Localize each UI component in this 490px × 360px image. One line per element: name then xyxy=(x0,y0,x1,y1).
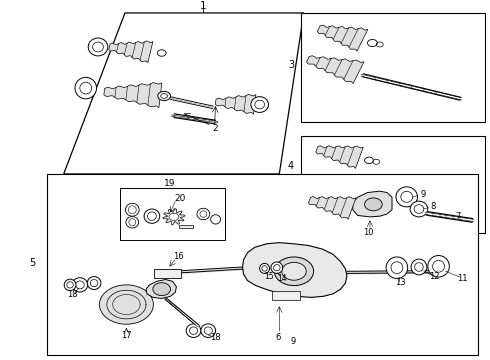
Text: 5: 5 xyxy=(29,258,35,269)
Text: 18: 18 xyxy=(210,333,221,342)
Text: 14: 14 xyxy=(277,274,287,283)
Ellipse shape xyxy=(90,279,98,287)
Text: 10: 10 xyxy=(363,229,374,238)
Ellipse shape xyxy=(129,219,136,226)
Polygon shape xyxy=(146,279,176,298)
Bar xyxy=(272,291,300,300)
Ellipse shape xyxy=(200,211,207,217)
Polygon shape xyxy=(243,243,347,297)
Ellipse shape xyxy=(87,276,101,289)
Ellipse shape xyxy=(410,201,428,217)
Polygon shape xyxy=(318,25,368,51)
Text: 12: 12 xyxy=(429,272,440,281)
Ellipse shape xyxy=(201,324,216,337)
Ellipse shape xyxy=(88,38,108,56)
Circle shape xyxy=(161,94,168,99)
Text: 6: 6 xyxy=(275,333,280,342)
Ellipse shape xyxy=(190,327,197,334)
Circle shape xyxy=(365,198,382,211)
Ellipse shape xyxy=(428,256,449,277)
Polygon shape xyxy=(316,146,363,168)
Ellipse shape xyxy=(147,212,156,220)
Text: 1: 1 xyxy=(200,1,207,11)
Ellipse shape xyxy=(262,266,268,271)
Circle shape xyxy=(274,257,314,285)
Text: 19: 19 xyxy=(164,180,176,189)
Ellipse shape xyxy=(414,205,424,213)
Text: 9: 9 xyxy=(291,337,295,346)
Polygon shape xyxy=(309,197,356,219)
Circle shape xyxy=(158,91,171,100)
Text: 4: 4 xyxy=(288,161,294,171)
Ellipse shape xyxy=(75,77,97,99)
Text: 7: 7 xyxy=(456,212,461,221)
Circle shape xyxy=(157,50,166,56)
Ellipse shape xyxy=(93,42,103,52)
Polygon shape xyxy=(99,285,153,324)
Text: 15: 15 xyxy=(264,272,274,281)
Polygon shape xyxy=(163,209,185,225)
Text: 11: 11 xyxy=(457,274,468,283)
Bar xyxy=(47,174,478,355)
Polygon shape xyxy=(109,41,153,63)
Ellipse shape xyxy=(255,100,265,109)
Ellipse shape xyxy=(72,278,88,292)
Bar xyxy=(301,136,485,233)
Ellipse shape xyxy=(75,281,84,289)
Text: 20: 20 xyxy=(174,194,186,203)
Text: 2: 2 xyxy=(213,124,219,133)
Ellipse shape xyxy=(144,209,160,223)
Ellipse shape xyxy=(125,203,139,216)
Bar xyxy=(179,225,193,228)
Text: 16: 16 xyxy=(173,252,184,261)
Ellipse shape xyxy=(411,259,427,275)
Circle shape xyxy=(153,283,171,296)
Polygon shape xyxy=(307,56,364,84)
Ellipse shape xyxy=(128,206,136,214)
Ellipse shape xyxy=(273,265,280,271)
Ellipse shape xyxy=(80,82,92,94)
Text: 17: 17 xyxy=(121,331,132,340)
Bar xyxy=(120,188,225,240)
Ellipse shape xyxy=(260,264,270,273)
Ellipse shape xyxy=(433,260,444,272)
Text: 3: 3 xyxy=(288,60,294,70)
Bar xyxy=(154,270,181,278)
Bar xyxy=(301,13,485,122)
Ellipse shape xyxy=(211,215,220,224)
Polygon shape xyxy=(353,191,392,217)
Polygon shape xyxy=(216,94,256,114)
Ellipse shape xyxy=(391,262,403,274)
Ellipse shape xyxy=(386,257,408,278)
Ellipse shape xyxy=(64,279,76,291)
Ellipse shape xyxy=(415,263,423,271)
Text: 18: 18 xyxy=(67,290,78,299)
Ellipse shape xyxy=(396,187,417,207)
Polygon shape xyxy=(104,82,162,108)
Ellipse shape xyxy=(197,208,210,220)
Text: 8: 8 xyxy=(430,202,436,211)
Ellipse shape xyxy=(126,216,139,228)
Ellipse shape xyxy=(67,282,74,288)
Circle shape xyxy=(282,262,306,280)
Ellipse shape xyxy=(271,262,283,273)
Text: 9: 9 xyxy=(420,190,426,199)
Text: 13: 13 xyxy=(395,278,406,287)
Polygon shape xyxy=(64,13,304,174)
Ellipse shape xyxy=(204,327,212,334)
Circle shape xyxy=(169,213,179,220)
Circle shape xyxy=(365,157,373,163)
Ellipse shape xyxy=(251,97,269,112)
Ellipse shape xyxy=(401,192,413,202)
Circle shape xyxy=(368,40,377,46)
Ellipse shape xyxy=(186,324,201,337)
